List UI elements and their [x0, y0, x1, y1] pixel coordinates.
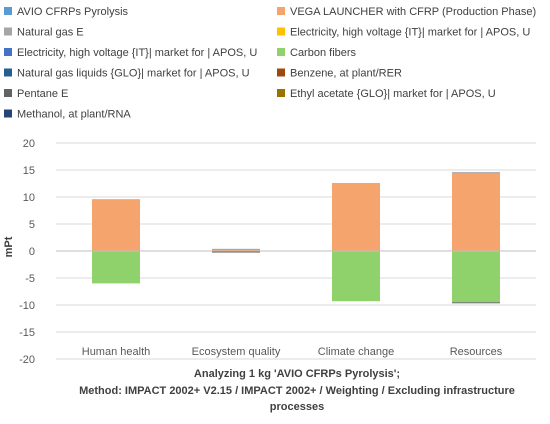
bar-segment: [92, 199, 140, 251]
legend-swatch: [277, 7, 285, 15]
bar-segment: [452, 172, 500, 174]
bar-segment: [452, 302, 500, 304]
legend-label: AVIO CFRPs Pyrolysis: [17, 6, 129, 18]
legend-swatch: [4, 109, 12, 118]
legend-swatch: [4, 48, 12, 56]
legend-swatch: [4, 68, 12, 77]
legend-swatch: [277, 27, 285, 36]
y-tick-label: -20: [19, 354, 35, 366]
legend-swatch: [277, 68, 285, 77]
legend-swatch: [4, 7, 12, 15]
y-tick-label: -10: [19, 300, 35, 312]
y-tick-label: 5: [29, 219, 35, 231]
chart-subtitle-line-2: processes: [270, 401, 324, 413]
y-tick-label: -5: [25, 273, 35, 285]
x-tick-label: Ecosystem quality: [192, 346, 281, 358]
x-tick-labels: Human health Ecosystem quality Climate cha…: [82, 346, 503, 358]
y-tick-label: -15: [19, 327, 35, 339]
y-tick-label: 20: [23, 138, 35, 150]
legend-label: Benzene, at plant/RER: [290, 68, 402, 80]
legend-label: VEGA LAUNCHER with CFRP (Production Phas…: [290, 6, 536, 18]
bar-segment: [212, 249, 260, 251]
legend-swatch: [277, 48, 285, 56]
y-tick-labels: 20 15 10 5 0 -5 -10 -15 -20: [19, 138, 35, 366]
bar-segment: [212, 248, 260, 250]
bars: [92, 172, 500, 304]
x-tick-label: Resources: [450, 346, 503, 358]
y-tick-label: 15: [23, 165, 35, 177]
chart-title: Analyzing 1 kg 'AVIO CFRPs Pyrolysis';: [194, 368, 400, 380]
legend-label: Pentane E: [17, 88, 68, 100]
bar-segment: [452, 251, 500, 303]
legend-swatch: [4, 27, 12, 36]
legend-label: Electricity, high voltage {IT}| market f…: [290, 27, 530, 39]
y-tick-label: 0: [29, 246, 35, 258]
bar-segment: [332, 182, 380, 251]
legend-swatch: [277, 89, 285, 97]
x-tick-label: Climate change: [318, 346, 394, 358]
bar-segment: [92, 251, 140, 284]
legend-label: Methanol, at plant/RNA: [17, 109, 131, 121]
legend-swatch: [4, 89, 12, 97]
legend: AVIO CFRPs Pyrolysis VEGA LAUNCHER with C…: [4, 6, 536, 121]
legend-label: Natural gas liquids {GLO}| market for | …: [17, 68, 250, 80]
x-tick-label: Human health: [82, 346, 151, 358]
chart-subtitle-line-1: Method: IMPACT 2002+ V2.15 / IMPACT 2002…: [79, 385, 515, 397]
legend-label: Carbon fibers: [290, 47, 357, 59]
bar-segment: [332, 251, 380, 302]
bar-segment: [212, 251, 260, 253]
y-axis-label: mPt: [3, 236, 15, 257]
bar-segment: [452, 172, 500, 251]
legend-label: Natural gas E: [17, 27, 84, 39]
y-tick-label: 10: [23, 192, 35, 204]
legend-label: Ethyl acetate {GLO}| market for | APOS, …: [290, 88, 496, 100]
legend-label: Electricity, high voltage {IT}| market f…: [17, 47, 257, 59]
